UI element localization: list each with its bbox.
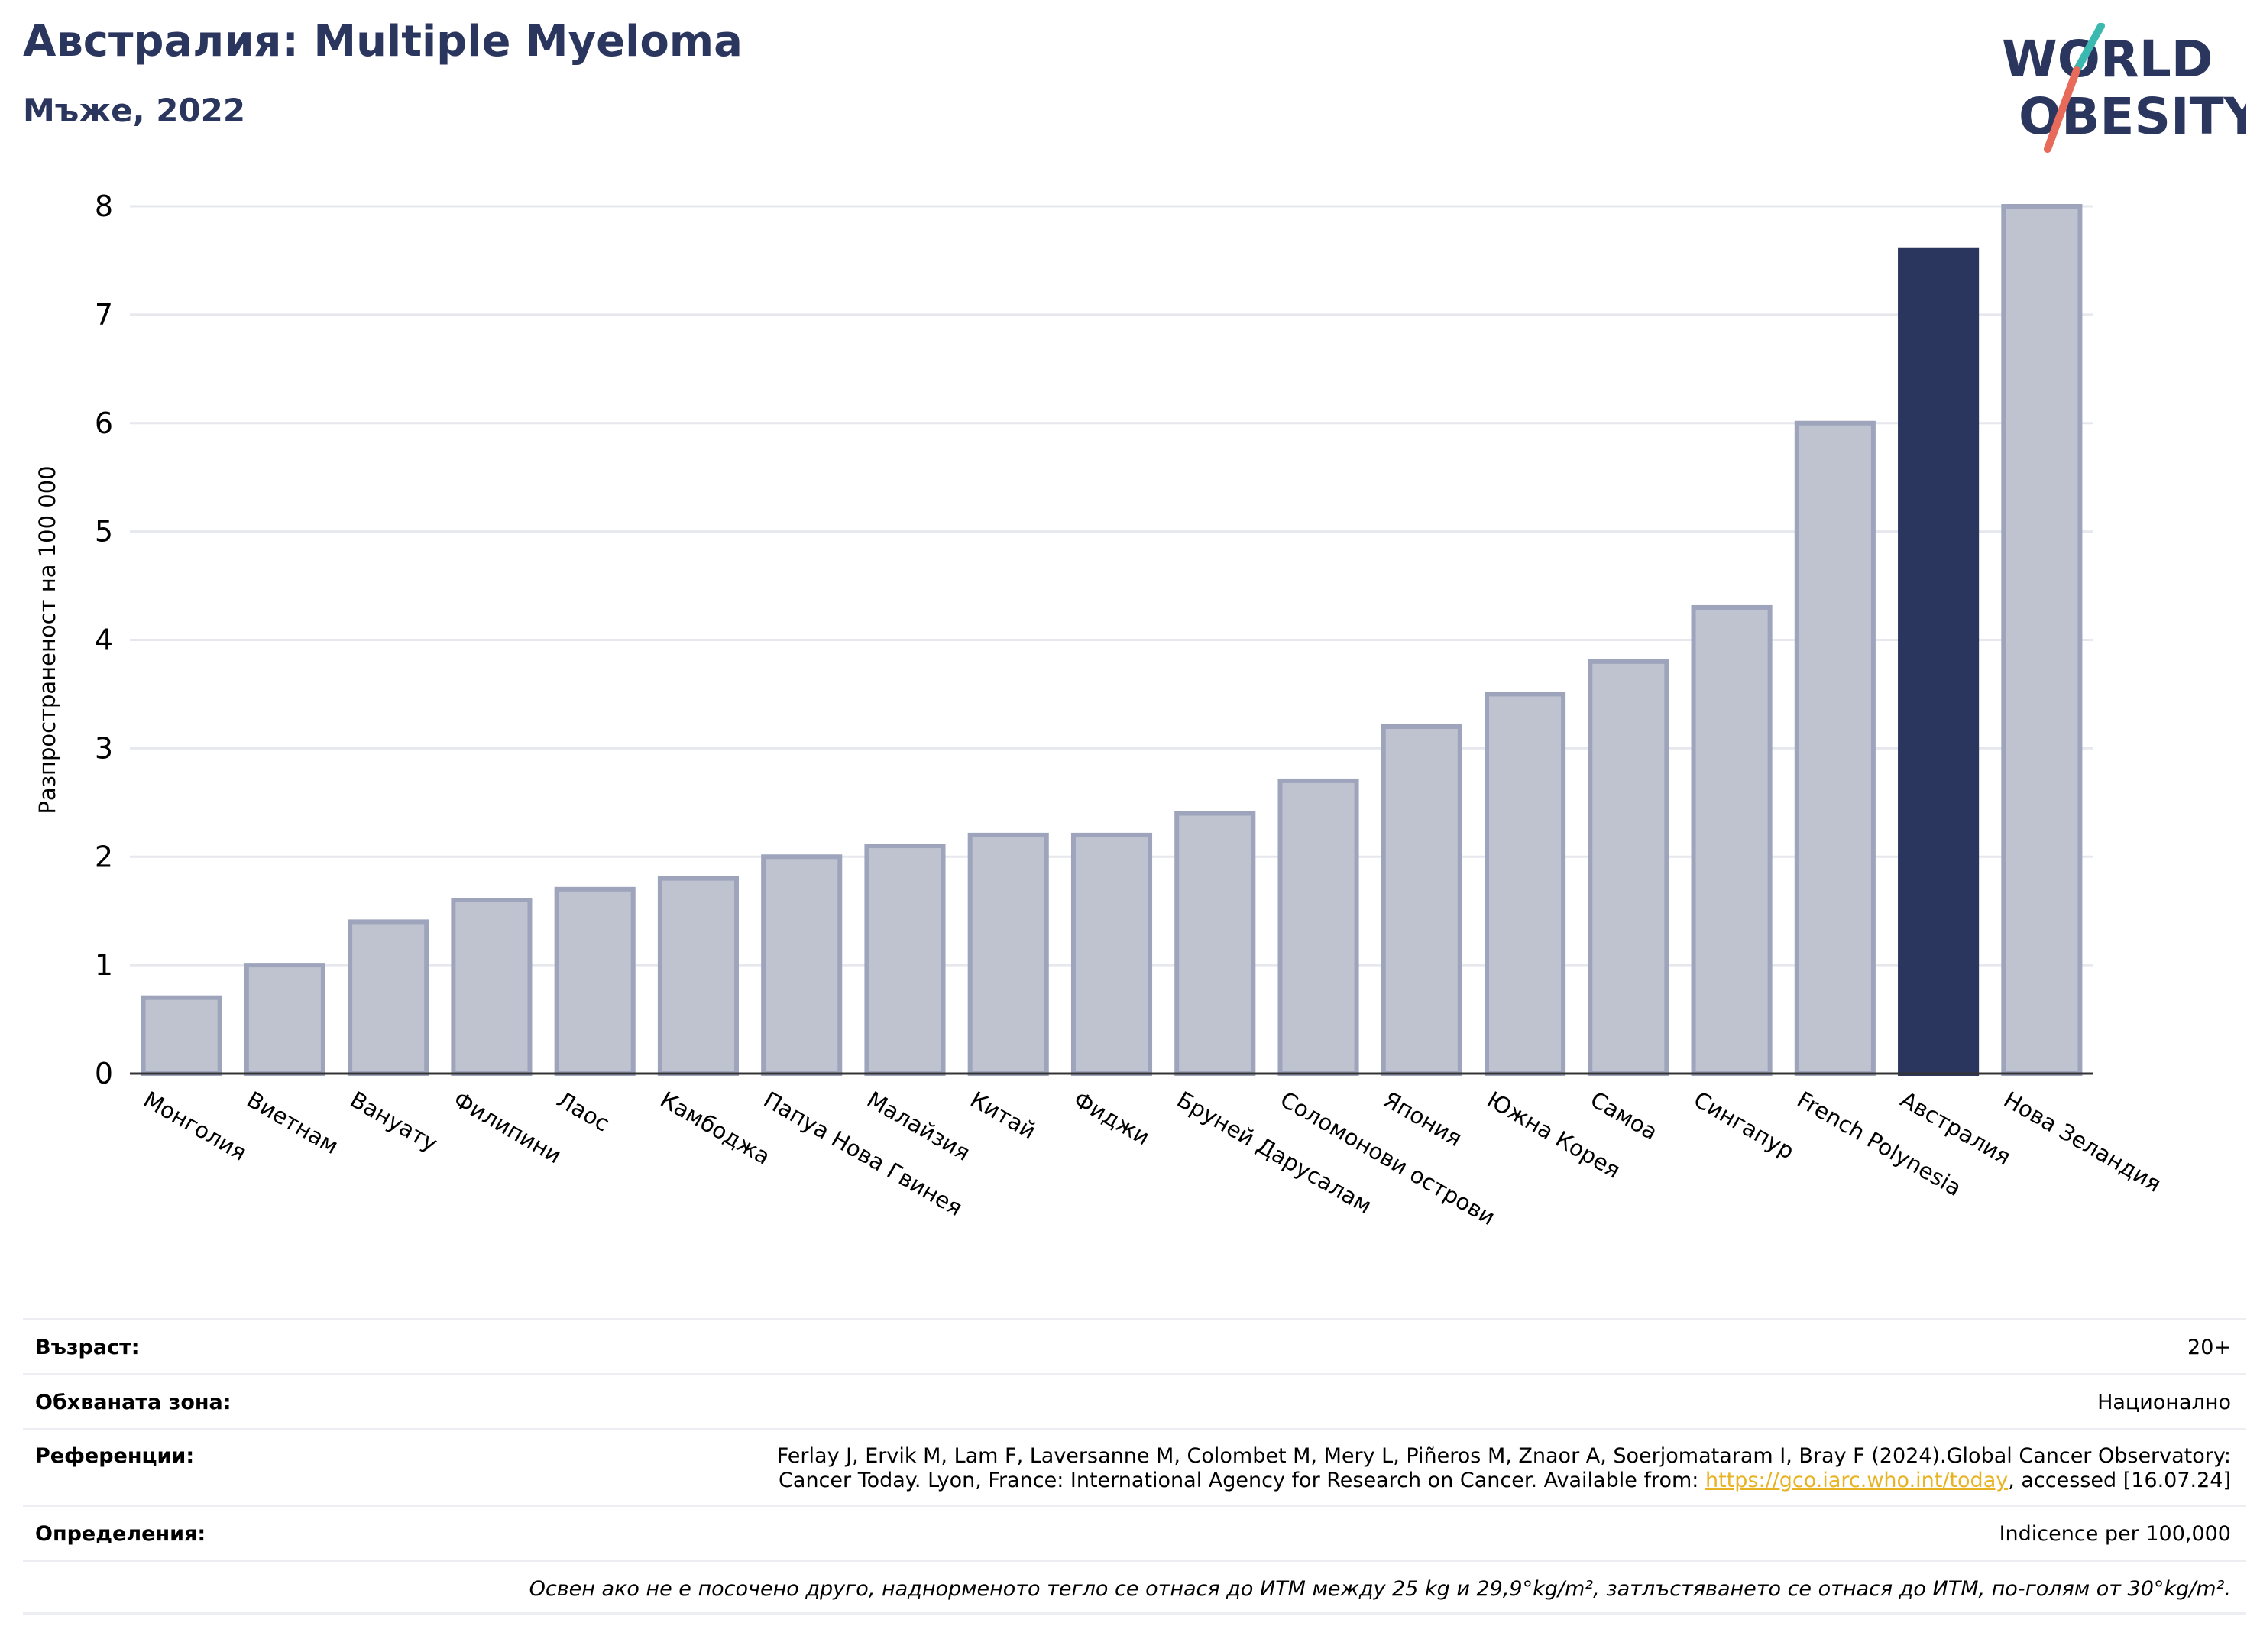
- bar-15: [1691, 604, 1773, 1076]
- info-row-references: Референции: Ferlay J, Ervik M, Lam F, La…: [23, 1428, 2246, 1505]
- references-line2-pre: Cancer Today. Lyon, France: Internationa…: [779, 1469, 1705, 1492]
- footnote-text: Освен ако не е посочено друго, наднормен…: [529, 1577, 2231, 1601]
- world-obesity-logo: WORLD OBESITY: [2002, 23, 2246, 153]
- logo-text-world: WORLD: [2002, 30, 2213, 89]
- bar-18: [2001, 204, 2083, 1076]
- bar-2: [348, 919, 429, 1076]
- bar-8: [967, 832, 1049, 1076]
- bar-14: [1588, 659, 1669, 1076]
- y-tick-label: 2: [95, 840, 113, 873]
- y-tick-label: 4: [95, 624, 113, 657]
- bars: [141, 204, 2083, 1076]
- bar-4: [554, 886, 636, 1076]
- y-tick-label: 1: [95, 948, 113, 982]
- x-tick-label: Вануату: [346, 1087, 442, 1157]
- info-row-footnote: Освен ако не е посочено друго, наднормен…: [23, 1560, 2246, 1615]
- references-line2-post: , accessed [16.07.24]: [2008, 1469, 2231, 1492]
- logo-slash-coral: [2044, 66, 2080, 153]
- info-row-definitions: Определения: Indicence per 100,000: [23, 1505, 2246, 1560]
- bar-12: [1381, 724, 1462, 1076]
- x-tick-label: Виетнам: [242, 1087, 342, 1159]
- x-tick-label: Камбоджа: [656, 1087, 774, 1170]
- bar-1: [244, 963, 325, 1076]
- definitions-label: Определения:: [35, 1522, 206, 1546]
- bar-5: [657, 876, 739, 1076]
- x-tick-label: Лаос: [552, 1087, 614, 1137]
- x-tick-label: Нова Зеландия: [1999, 1087, 2166, 1197]
- x-tick-label: Фиджи: [1070, 1087, 1154, 1151]
- info-row-age: Възраст: 20+: [23, 1318, 2246, 1373]
- bar-3: [451, 898, 533, 1076]
- y-tick-label: 3: [95, 731, 113, 765]
- bar-0: [141, 995, 222, 1076]
- x-tick-label: Филипини: [449, 1087, 566, 1169]
- y-tick-label: 0: [95, 1057, 113, 1090]
- x-tick-label: Китай: [966, 1087, 1040, 1145]
- references-label: Референции:: [35, 1444, 195, 1468]
- info-row-coverage: Обхваната зона: Национално: [23, 1373, 2246, 1428]
- bar-11: [1277, 778, 1359, 1076]
- bar-16: [1794, 420, 1876, 1076]
- y-tick-labels: 0 1 2 3 4 5 6 7 8: [95, 189, 113, 1090]
- y-tick-label: 5: [95, 515, 113, 549]
- references-link[interactable]: https://gco.iarc.who.int/today: [1705, 1469, 2009, 1492]
- bar-7: [864, 844, 946, 1076]
- definitions-value: Indicence per 100,000: [1999, 1522, 2231, 1546]
- y-tick-label: 7: [95, 298, 113, 332]
- references-value: Ferlay J, Ervik M, Lam F, Laversanne M, …: [777, 1444, 2231, 1493]
- coverage-value: Национално: [2097, 1391, 2231, 1414]
- bar-13: [1485, 692, 1566, 1076]
- x-tick-label: Самоа: [1586, 1087, 1663, 1145]
- x-tick-label: Япония: [1379, 1087, 1466, 1152]
- logo-slash-teal: [2073, 23, 2105, 74]
- x-tick-label: Бруней Дарусалам: [1173, 1087, 1377, 1220]
- bar-10: [1174, 811, 1256, 1076]
- bar-6: [761, 854, 843, 1076]
- y-axis-label: Разпространеност на 100 000: [34, 465, 60, 814]
- age-value: 20+: [2187, 1336, 2231, 1359]
- x-tick-label: Сингапур: [1689, 1087, 1799, 1164]
- x-tick-label: Монголия: [139, 1087, 251, 1166]
- info-table: Възраст: 20+ Обхваната зона: Национално …: [23, 1318, 2246, 1615]
- page-title: Австралия: Multiple Myeloma: [23, 17, 743, 66]
- page-subtitle: Мъже, 2022: [23, 92, 246, 129]
- coverage-label: Обхваната зона:: [35, 1391, 232, 1414]
- references-line1: Ferlay J, Ervik M, Lam F, Laversanne M, …: [776, 1444, 2231, 1468]
- bar-17: [1898, 247, 1980, 1076]
- y-tick-label: 8: [95, 189, 113, 223]
- y-tick-label: 6: [95, 407, 113, 440]
- age-label: Възраст:: [35, 1336, 140, 1359]
- bar-9: [1070, 832, 1153, 1076]
